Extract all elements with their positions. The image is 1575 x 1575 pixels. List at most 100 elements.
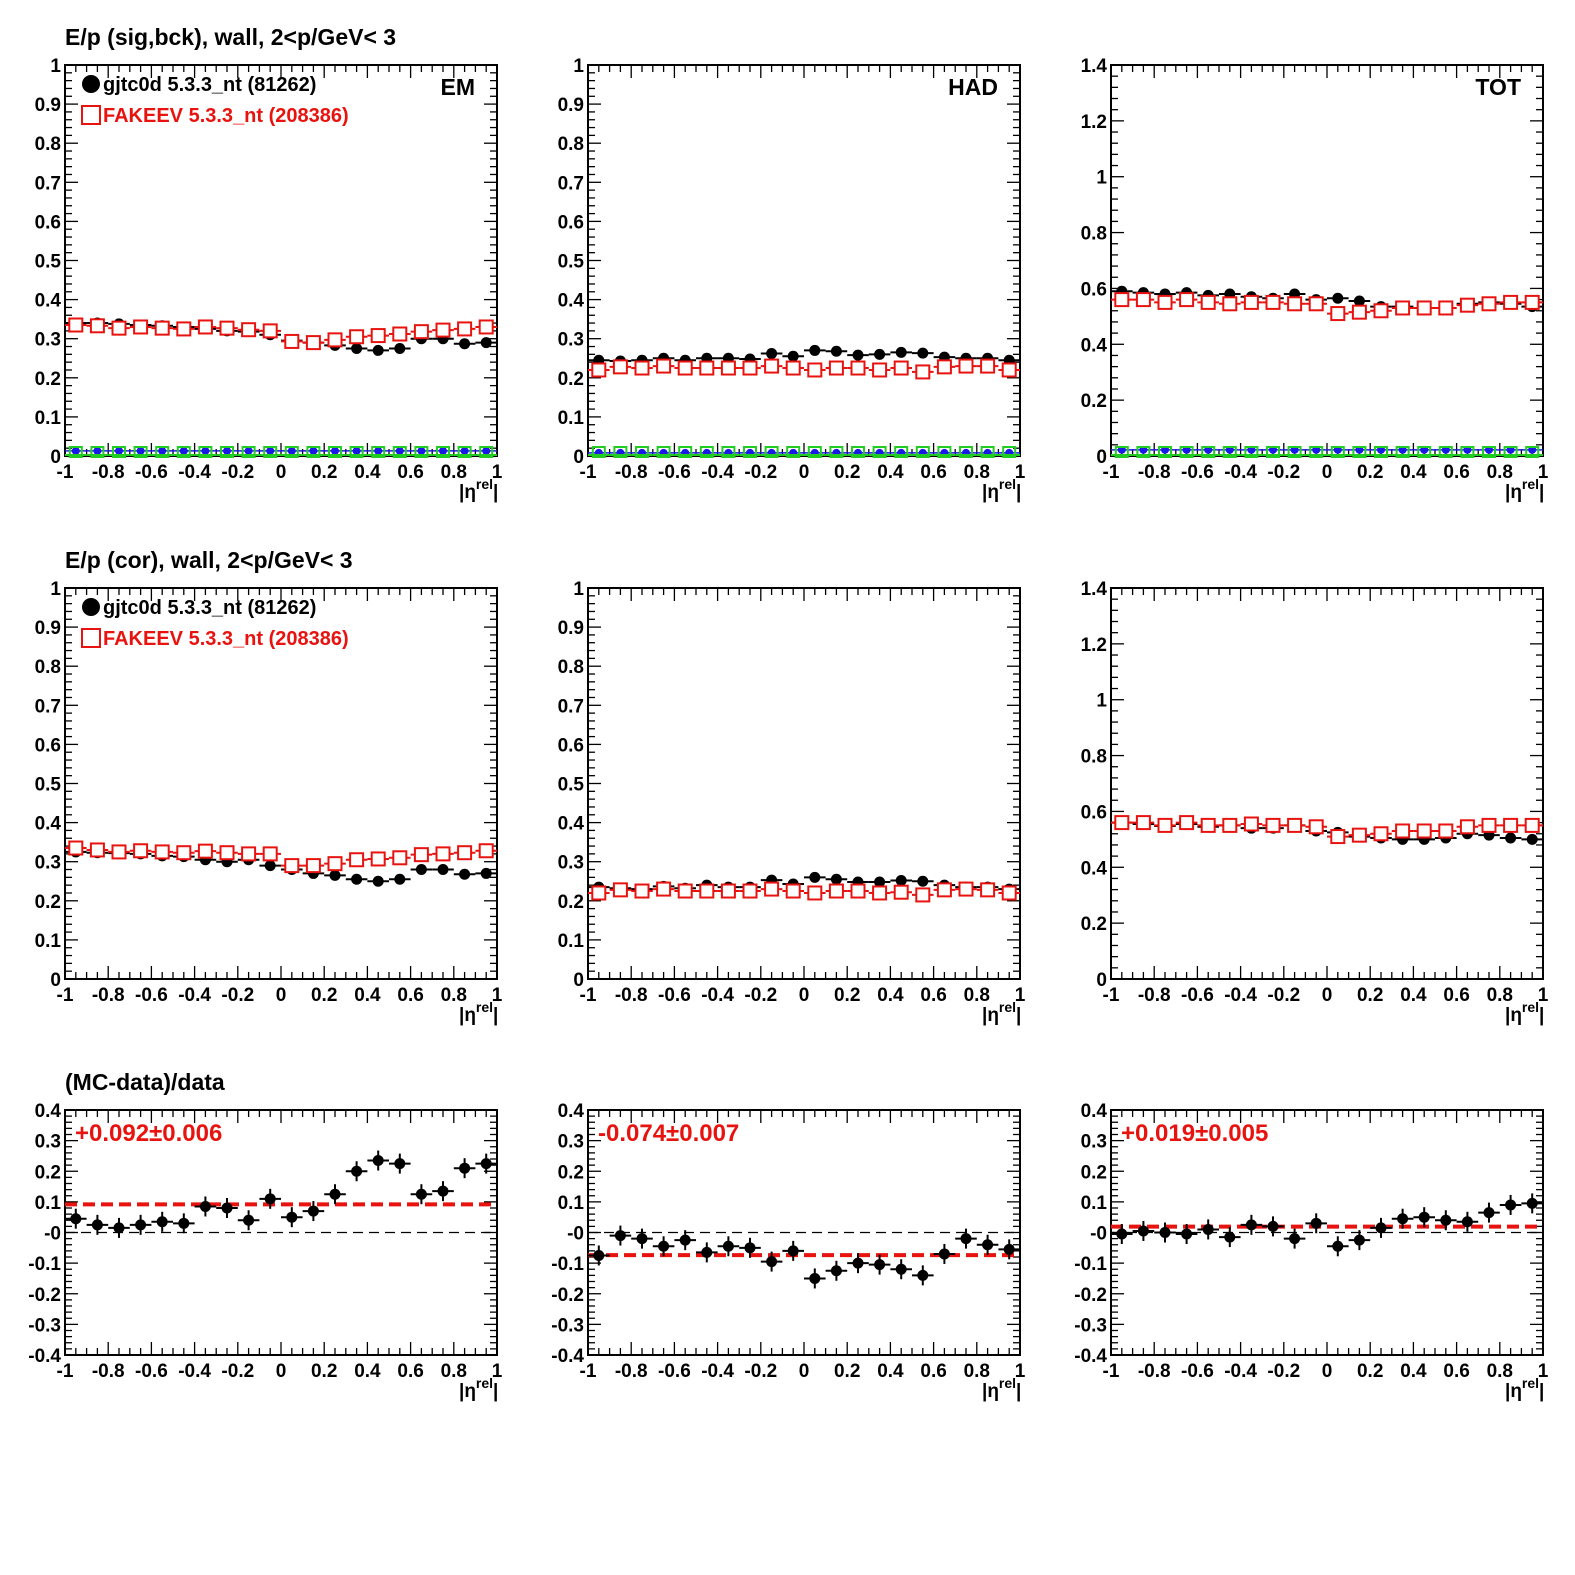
y-tick-label: -0.1: [28, 1254, 61, 1275]
x-tick-label: -0.4: [178, 462, 211, 483]
data-point-bck: [413, 847, 429, 863]
data-point-green: [414, 446, 429, 458]
x-tick-label: -0.2: [1267, 462, 1300, 483]
data-point-bck: [720, 883, 736, 899]
data-point-bck: [457, 321, 473, 337]
data-point-sig: [394, 873, 406, 885]
y-tick-label: 0.4: [558, 814, 585, 835]
data-point-bck: [1200, 294, 1216, 310]
x-tick-label: -0.6: [658, 985, 691, 1006]
data-point-bck: [1351, 304, 1367, 320]
x-tick-label: 0.2: [834, 1361, 860, 1382]
x-tick-label: 0.6: [1443, 985, 1469, 1006]
x-tick-label: 0.2: [834, 985, 860, 1006]
x-tick-label: 0.4: [877, 1361, 904, 1382]
y-tick-label: 0.1: [35, 408, 62, 429]
y-tick-label: -0: [44, 1224, 61, 1245]
data-point-green: [284, 446, 299, 458]
x-tick-label: -1: [1103, 462, 1120, 483]
data-point-blue: [374, 446, 383, 455]
data-point-sig: [852, 1257, 864, 1269]
legend-bck-label: FAKEEV 5.3.3_nt (208386): [103, 105, 349, 127]
data-point-sig: [199, 1200, 211, 1212]
data-point-bck: [1351, 827, 1367, 843]
data-point-green: [90, 446, 105, 458]
data-point-sig: [1483, 1207, 1495, 1219]
data-point-bck: [133, 843, 149, 859]
x-axis-label-end: |: [1539, 482, 1544, 503]
data-point-sig: [135, 1219, 147, 1231]
data-point-blue: [158, 446, 167, 455]
data-point-bck: [262, 323, 278, 339]
data-point-sig: [459, 338, 471, 350]
data-point-bck: [111, 320, 127, 336]
data-point-sig: [264, 860, 276, 872]
data-point-blue: [439, 446, 447, 455]
x-tick-label: -0.4: [178, 985, 211, 1006]
data-point-bck: [176, 321, 192, 337]
x-tick-label: -0.8: [1138, 985, 1171, 1006]
data-point-bck: [1503, 817, 1519, 833]
y-tick-label: 0.5: [558, 775, 585, 796]
data-point-bck: [1157, 817, 1173, 833]
x-tick-label: -0.2: [744, 1361, 777, 1382]
data-point-sig: [1224, 1231, 1236, 1243]
x-tick-label: 1: [1538, 1361, 1549, 1382]
data-point-blue: [223, 446, 231, 455]
data-point-sig: [480, 1158, 492, 1170]
data-point-bck: [68, 317, 84, 333]
data-point-sig: [658, 1240, 670, 1252]
data-point-sig: [722, 1240, 734, 1252]
data-point-sig: [1353, 295, 1365, 307]
data-point-green: [457, 446, 472, 458]
data-point-bck: [1222, 296, 1238, 312]
x-axis-label-sup: rel: [999, 476, 1016, 492]
x-tick-label: 0.4: [1400, 1361, 1427, 1382]
y-tick-label: 0.5: [35, 252, 62, 273]
y-tick-label: 0.6: [35, 212, 61, 233]
data-point-bck: [370, 851, 386, 867]
y-tick-label: 0.2: [1081, 1162, 1107, 1183]
data-point-green: [1244, 446, 1259, 458]
data-point-green: [1395, 446, 1410, 458]
data-point-green: [176, 446, 191, 458]
y-tick-label: 0: [50, 970, 61, 991]
data-point-bck: [370, 328, 386, 344]
data-point-sig: [744, 1242, 756, 1254]
data-point-green: [743, 446, 757, 458]
data-point-green: [198, 446, 213, 458]
data-point-bck: [1308, 296, 1324, 312]
y-tick-label: 0.7: [35, 173, 61, 194]
data-point-sig: [917, 347, 929, 359]
x-tick-label: 0: [276, 1361, 287, 1382]
y-tick-label: 0: [573, 970, 584, 991]
y-tick-label: 0.4: [1081, 858, 1108, 879]
data-point-green: [699, 446, 714, 458]
data-point-blue: [331, 446, 339, 455]
data-point-blue: [93, 446, 102, 455]
x-tick-label: -0.6: [135, 985, 168, 1006]
x-tick-label: 0.4: [877, 462, 904, 483]
x-tick-label: 0.6: [1443, 1361, 1469, 1382]
x-tick-label: -1: [580, 462, 597, 483]
x-axis-label-sup: rel: [999, 1375, 1016, 1391]
data-point-green: [678, 446, 693, 458]
x-tick-label: 0.4: [1400, 462, 1427, 483]
data-point-bck: [677, 883, 693, 899]
x-tick-label: -0.4: [701, 462, 734, 483]
chart-panel: -1 -0.8 -0.6 -0.4 -0.2 0 0.2 0.4 0.6 0.8 1 0 0.2 0.4 0…: [1081, 579, 1549, 1026]
x-tick-label: 0.2: [311, 985, 337, 1006]
data-point-bck: [305, 858, 321, 874]
y-tick-label: 1: [1096, 168, 1107, 189]
x-tick-label: 0.8: [964, 985, 990, 1006]
data-point-bck: [1135, 292, 1151, 308]
data-point-sig: [351, 342, 363, 354]
data-point-green: [112, 446, 126, 458]
legend-sig-marker: [82, 75, 100, 93]
data-point-bck: [284, 333, 300, 349]
x-tick-label: -0.6: [658, 1361, 691, 1382]
y-tick-label: 0.4: [35, 814, 62, 835]
x-axis-label-end: |: [1016, 1005, 1021, 1026]
data-point-bck: [742, 360, 758, 376]
data-point-bck: [656, 358, 672, 374]
